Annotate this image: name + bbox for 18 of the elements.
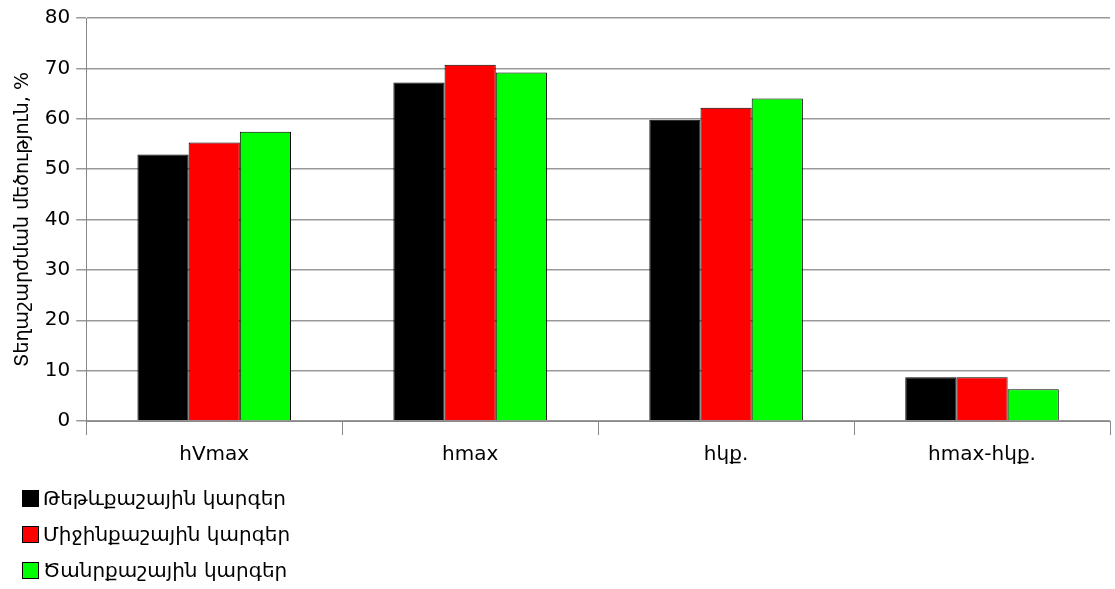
bar xyxy=(905,377,957,421)
y-tick-label: 50 xyxy=(44,155,71,180)
y-tick-label: 60 xyxy=(44,104,71,129)
y-tick-label: 30 xyxy=(44,256,71,281)
legend-label: Միջինքաշային կարգեր xyxy=(43,521,291,548)
y-tick-label: 70 xyxy=(44,54,71,79)
x-tick-label: hmax xyxy=(442,441,499,466)
y-axis-title: Տեղաշարժման մեծություն, % xyxy=(10,71,33,368)
y-tick-label: 80 xyxy=(44,4,71,29)
legend-label: Ծանրքաշային կարգեր xyxy=(43,557,288,584)
y-tick-label: 10 xyxy=(44,356,71,381)
x-tick-label: hկք. xyxy=(703,441,749,466)
x-tick-label: hVmax xyxy=(179,441,250,466)
y-tick-label: 20 xyxy=(44,306,71,331)
x-tick-label: hmax-hկք. xyxy=(928,441,1036,466)
y-tick-label: 0 xyxy=(57,407,71,432)
legend-label: Թեթևքաշային կարգեր xyxy=(43,485,286,512)
y-tick-label: 40 xyxy=(44,205,71,230)
